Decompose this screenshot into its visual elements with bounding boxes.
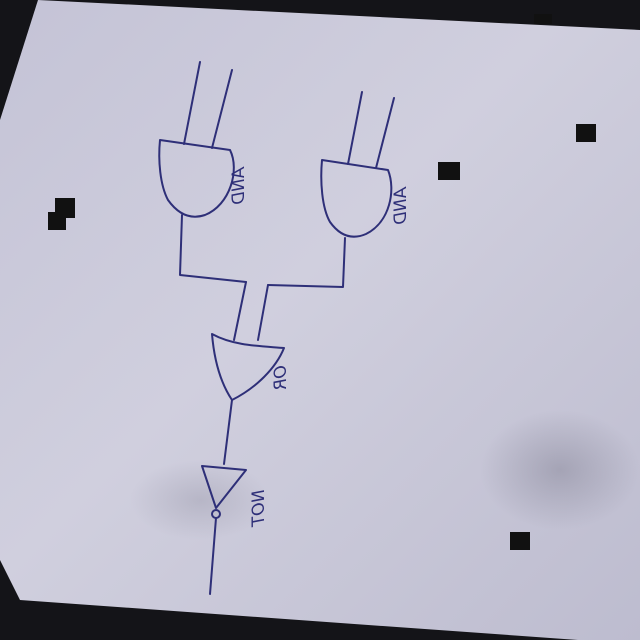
and-right-input-a [347, 91, 363, 165]
dark-mark [534, 14, 552, 24]
or-input-right [257, 284, 269, 341]
and-gate-right [267, 91, 395, 288]
dark-mark [510, 532, 530, 550]
not-output [209, 517, 217, 595]
and-left-label: AND [229, 166, 249, 204]
and-left-input-b [211, 69, 233, 149]
not-gate [201, 465, 247, 595]
or-body [211, 333, 285, 401]
paper-shadow [480, 410, 640, 530]
and-right-input-b [375, 97, 395, 169]
paper-shadow-2 [130, 460, 270, 540]
or-input-left [233, 281, 247, 341]
and-left-output [179, 214, 247, 283]
dark-mark [576, 124, 596, 142]
or-gate [211, 281, 285, 465]
and-gate-left [158, 61, 247, 283]
not-body [201, 465, 247, 509]
and-right-output [267, 237, 346, 288]
and-right-label: AND [391, 186, 411, 224]
or-output [223, 399, 233, 465]
and-left-input-a [183, 61, 201, 145]
or-label: OR [271, 365, 291, 390]
dark-mark [48, 212, 66, 230]
and-right-body [320, 159, 393, 238]
dark-mark [438, 162, 460, 180]
and-left-body [158, 139, 235, 218]
not-label: NOT [249, 490, 269, 528]
